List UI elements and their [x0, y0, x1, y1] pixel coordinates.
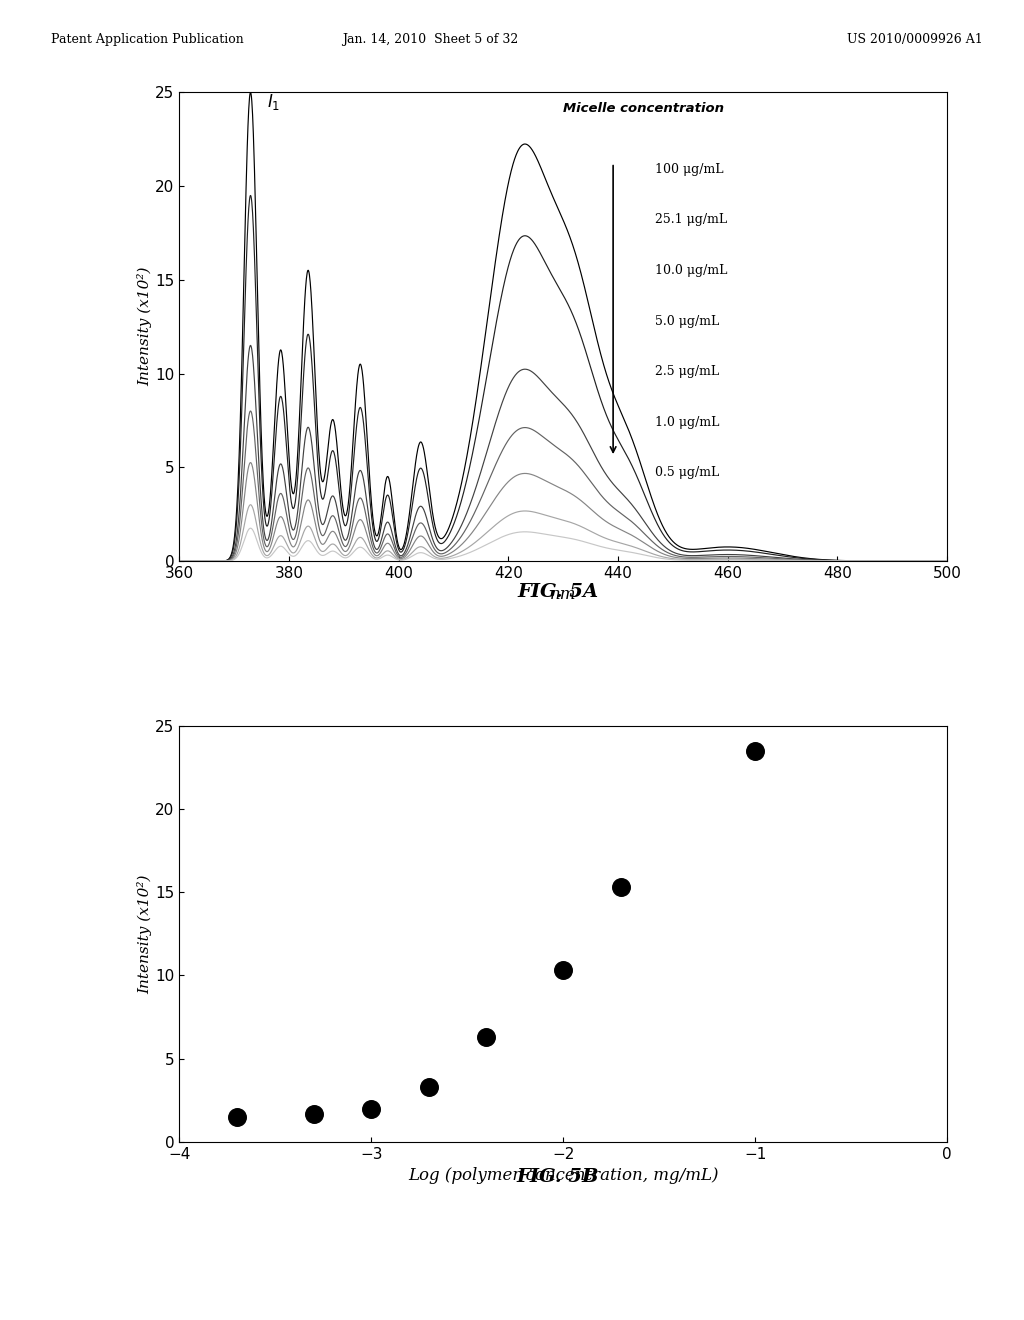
- Text: 2.5 μg/mL: 2.5 μg/mL: [655, 366, 720, 378]
- Point: [612, 876, 629, 898]
- Text: 25.1 μg/mL: 25.1 μg/mL: [655, 214, 727, 226]
- Text: FIG. 5A: FIG. 5A: [517, 583, 599, 602]
- X-axis label: nm: nm: [550, 586, 577, 603]
- Text: 0.5 μg/mL: 0.5 μg/mL: [655, 466, 720, 479]
- Text: 100 μg/mL: 100 μg/mL: [655, 162, 724, 176]
- Text: Jan. 14, 2010  Sheet 5 of 32: Jan. 14, 2010 Sheet 5 of 32: [342, 33, 518, 46]
- Text: Patent Application Publication: Patent Application Publication: [51, 33, 244, 46]
- Point: [555, 960, 571, 981]
- Text: US 2010/0009926 A1: US 2010/0009926 A1: [847, 33, 983, 46]
- Text: $\mathit{I}_1$: $\mathit{I}_1$: [267, 92, 281, 112]
- Point: [305, 1104, 322, 1125]
- X-axis label: Log (polymer concentration, mg/mL): Log (polymer concentration, mg/mL): [408, 1167, 719, 1184]
- Text: 10.0 μg/mL: 10.0 μg/mL: [655, 264, 728, 277]
- Text: 5.0 μg/mL: 5.0 μg/mL: [655, 314, 720, 327]
- Point: [228, 1106, 245, 1127]
- Text: Micelle concentration: Micelle concentration: [563, 102, 724, 115]
- Point: [748, 741, 764, 762]
- Point: [364, 1098, 380, 1119]
- Y-axis label: Intensity (x10²): Intensity (x10²): [137, 267, 153, 387]
- Text: FIG. 5B: FIG. 5B: [517, 1168, 599, 1187]
- Point: [421, 1076, 437, 1097]
- Point: [478, 1027, 495, 1048]
- Y-axis label: Intensity (x10²): Intensity (x10²): [137, 874, 153, 994]
- Text: 1.0 μg/mL: 1.0 μg/mL: [655, 416, 720, 429]
